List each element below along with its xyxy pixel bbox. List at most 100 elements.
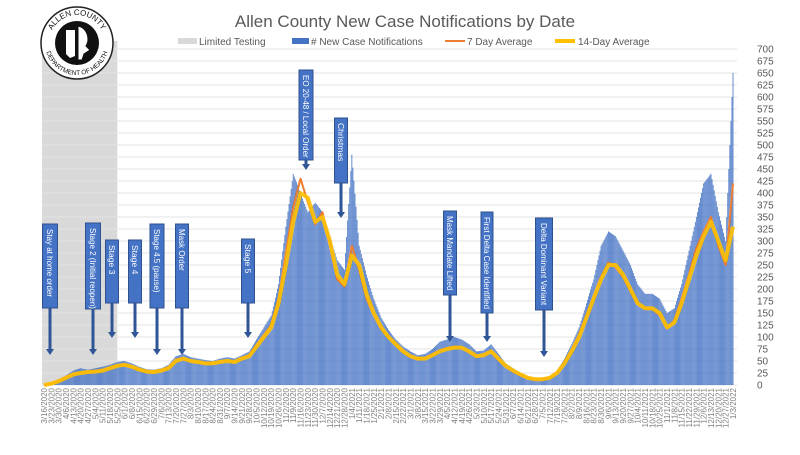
case-bar bbox=[668, 312, 669, 385]
annotation-callout: Stage 5 bbox=[242, 239, 255, 338]
case-bar bbox=[451, 338, 452, 385]
case-bar bbox=[628, 261, 629, 385]
case-bar bbox=[697, 212, 698, 385]
case-bar bbox=[358, 233, 359, 385]
case-bar bbox=[621, 246, 622, 385]
case-bar bbox=[437, 344, 438, 385]
y-tick-label: 225 bbox=[757, 273, 774, 284]
case-bar bbox=[447, 339, 448, 385]
annotation-label: Stage 4 bbox=[130, 245, 140, 275]
annotation-label: First Delta Case Identified bbox=[482, 217, 491, 309]
case-bar bbox=[729, 145, 730, 385]
case-bar bbox=[670, 311, 671, 385]
y-tick-label: 450 bbox=[757, 165, 774, 176]
case-bar bbox=[438, 343, 439, 385]
y-tick-label: 75 bbox=[757, 345, 769, 356]
case-bar bbox=[629, 263, 630, 385]
case-bar bbox=[693, 231, 694, 385]
case-bar bbox=[608, 231, 609, 385]
case-bar bbox=[298, 188, 299, 385]
case-bar bbox=[455, 337, 456, 385]
case-bar bbox=[602, 244, 603, 385]
legend-label: 14-Day Average bbox=[578, 37, 650, 48]
case-bar bbox=[351, 155, 352, 385]
case-bar bbox=[453, 337, 454, 385]
case-bar bbox=[317, 205, 318, 385]
case-bar bbox=[315, 203, 316, 385]
case-bar bbox=[346, 237, 347, 385]
case-bar bbox=[327, 229, 328, 385]
y-tick-label: 250 bbox=[757, 261, 774, 272]
case-bar bbox=[348, 204, 349, 385]
case-bar bbox=[299, 190, 300, 385]
case-bar bbox=[79, 369, 80, 385]
y-tick-label: 125 bbox=[757, 321, 774, 332]
case-bar bbox=[357, 220, 358, 385]
y-tick-label: 625 bbox=[757, 81, 774, 92]
case-bar bbox=[696, 217, 697, 385]
annotation-label: Stage 5 bbox=[243, 244, 253, 274]
y-tick-label: 300 bbox=[757, 237, 774, 248]
case-bar bbox=[618, 242, 619, 385]
case-bar bbox=[321, 211, 322, 385]
case-bar bbox=[703, 183, 704, 385]
case-bar bbox=[326, 226, 327, 385]
case-bar bbox=[325, 222, 326, 385]
case-bar bbox=[452, 338, 453, 385]
case-bar bbox=[712, 179, 713, 385]
case-bar bbox=[320, 209, 321, 385]
case-bar bbox=[450, 338, 451, 385]
case-bar bbox=[620, 244, 621, 385]
case-bar bbox=[639, 287, 640, 385]
arrow-down-icon bbox=[178, 349, 186, 355]
case-bar bbox=[442, 341, 443, 385]
case-bar bbox=[332, 243, 333, 385]
case-bar bbox=[610, 233, 611, 385]
case-bar bbox=[627, 259, 628, 385]
case-bar bbox=[731, 121, 732, 385]
y-tick-label: 575 bbox=[757, 105, 774, 116]
case-bar bbox=[702, 188, 703, 385]
case-bar bbox=[314, 204, 315, 385]
case-bar bbox=[622, 249, 623, 385]
case-bar bbox=[611, 233, 612, 385]
annotation-label: Delta Dominant Variant bbox=[539, 223, 548, 306]
y-tick-label: 400 bbox=[757, 189, 774, 200]
case-bar bbox=[324, 219, 325, 385]
y-tick-label: 375 bbox=[757, 201, 774, 212]
case-bar bbox=[440, 341, 441, 385]
case-bar bbox=[310, 209, 311, 385]
case-bar bbox=[632, 270, 633, 385]
case-bar bbox=[706, 179, 707, 385]
annotation-callout: Christmas bbox=[335, 118, 348, 218]
case-bar bbox=[303, 201, 304, 385]
y-tick-label: 600 bbox=[757, 93, 774, 104]
case-bar bbox=[604, 240, 605, 385]
case-bar bbox=[669, 312, 670, 385]
annotation-callout: Stage 4 bbox=[129, 240, 142, 338]
case-bar bbox=[727, 193, 728, 385]
case-bar bbox=[705, 181, 706, 385]
case-bar bbox=[633, 273, 634, 385]
case-bar bbox=[323, 216, 324, 385]
arrow-down-icon bbox=[483, 336, 491, 342]
annotation-label: Mask Mandate Lifted bbox=[445, 216, 454, 290]
case-bar bbox=[316, 204, 317, 385]
annotation-label: Stay at home order bbox=[45, 229, 54, 297]
case-bar bbox=[704, 182, 705, 385]
case-bar bbox=[714, 190, 715, 385]
case-bar bbox=[616, 238, 617, 385]
case-bar bbox=[716, 201, 717, 385]
county-health-logo: ALLEN COUNTY DEPARTMENT OF HEALTH bbox=[41, 7, 113, 79]
case-bar bbox=[617, 240, 618, 385]
case-bar bbox=[631, 268, 632, 385]
arrow-down-icon bbox=[153, 349, 161, 355]
case-bar bbox=[313, 205, 314, 385]
legend-label: Limited Testing bbox=[199, 37, 266, 48]
annotation-label: Stage 3 bbox=[107, 245, 117, 275]
case-bar bbox=[318, 207, 319, 385]
case-bar bbox=[458, 338, 459, 385]
case-bar bbox=[701, 193, 702, 385]
legend-swatch bbox=[178, 38, 197, 44]
